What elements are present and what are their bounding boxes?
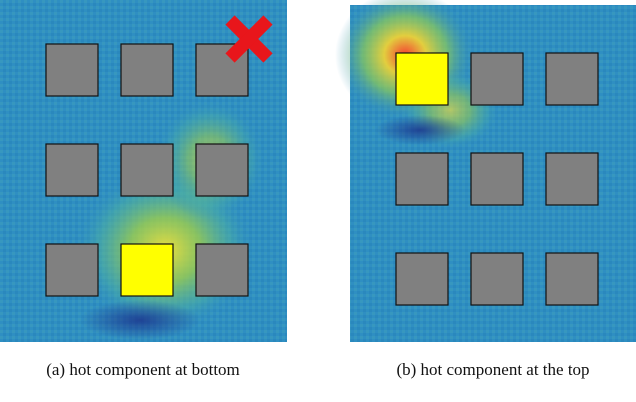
component [195,243,249,297]
component [545,152,599,206]
component [45,243,99,297]
red-cross [225,15,273,63]
component [395,252,449,306]
component [470,152,524,206]
cold-region [375,115,465,145]
component [120,143,174,197]
component [395,152,449,206]
component [120,43,174,97]
component [470,52,524,106]
panel-b: (b) hot component at the top [335,0,636,379]
caption: (b) hot component at the top [396,360,589,379]
component [545,252,599,306]
component [195,143,249,197]
caption: (a) hot component at bottom [46,360,240,379]
component [45,43,99,97]
component [45,143,99,197]
component [470,252,524,306]
panel-a: (a) hot component at bottom [0,0,287,379]
hot-component [120,243,174,297]
component [545,52,599,106]
hot-component [395,52,449,106]
cold-region [80,300,200,340]
